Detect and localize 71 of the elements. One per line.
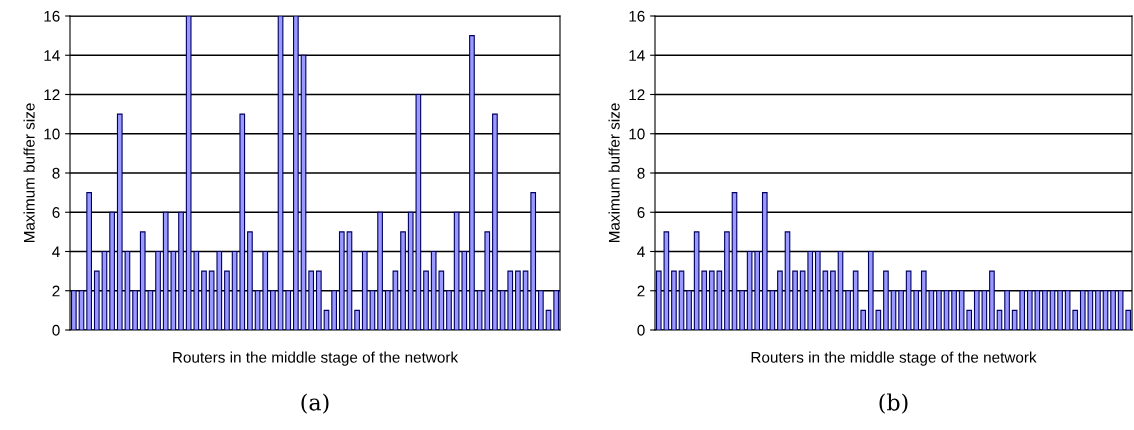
bar [331, 290, 337, 330]
y-tick-label: 10 [44, 128, 60, 140]
bar [538, 290, 544, 330]
bar [155, 250, 161, 330]
bar [423, 270, 429, 330]
bar [247, 231, 253, 330]
y-tick-label: 8 [637, 167, 645, 179]
bar [354, 309, 360, 330]
y-tick-label: 16 [629, 10, 645, 22]
bar [830, 270, 836, 330]
y-tick-label: 6 [52, 207, 60, 218]
y-tick-label: 2 [52, 285, 60, 297]
y-tick-label: 16 [44, 10, 60, 22]
y-tick-label: 4 [52, 246, 60, 258]
bar [492, 113, 498, 330]
bar [792, 270, 798, 330]
bar [777, 270, 783, 330]
bar [989, 270, 995, 330]
bar [132, 290, 138, 330]
bar [671, 270, 677, 330]
bar [951, 290, 957, 330]
bar [1095, 290, 1101, 330]
x-axis-title: Routers in the middle stage of the network [173, 351, 459, 366]
y-tick-label: 2 [637, 285, 645, 297]
bar [515, 270, 521, 330]
bar [93, 270, 100, 330]
y-axis-title: Maximum buffer size [23, 103, 35, 243]
y-tick-label: 0 [637, 324, 645, 336]
bar [270, 290, 276, 330]
bar [224, 270, 230, 330]
text: (b) [879, 393, 908, 414]
bar [686, 290, 692, 330]
y-tick-label: 6 [637, 207, 645, 218]
bar [883, 270, 889, 330]
bar [315, 270, 322, 330]
y-axis-title: Maximum buffer size [608, 103, 620, 243]
bar [86, 192, 92, 330]
bar [377, 211, 383, 330]
bar [1042, 290, 1048, 330]
y-tick-label: 12 [629, 89, 645, 101]
bar [446, 290, 452, 330]
bar [308, 270, 315, 330]
bar [739, 290, 745, 330]
bar [285, 290, 292, 330]
bar [530, 192, 537, 330]
y-tick-label: 8 [52, 167, 60, 179]
bar [1057, 290, 1063, 330]
y-tick-label: 12 [44, 89, 60, 101]
bar [469, 35, 475, 330]
bar [1004, 290, 1010, 330]
bar [678, 270, 685, 330]
bar [109, 211, 115, 330]
y-tick-label: 4 [637, 246, 645, 258]
bar [1110, 290, 1116, 330]
bar [936, 290, 942, 330]
bar [898, 290, 904, 330]
y-tick-label: 14 [629, 50, 645, 61]
bar [553, 290, 560, 330]
bar [293, 16, 299, 330]
y-tick-label: 0 [52, 324, 60, 336]
bar [201, 270, 207, 330]
y-tick-label: 14 [44, 50, 60, 61]
bar [338, 231, 345, 330]
bar [70, 290, 77, 330]
x-axis-title: Routers in the middle stage of the network [751, 351, 1037, 366]
y-tick-label: 10 [629, 128, 645, 140]
bar [178, 211, 184, 330]
bar [724, 231, 730, 330]
text: (a) [301, 393, 329, 414]
bar [845, 290, 851, 330]
bar [400, 231, 406, 330]
